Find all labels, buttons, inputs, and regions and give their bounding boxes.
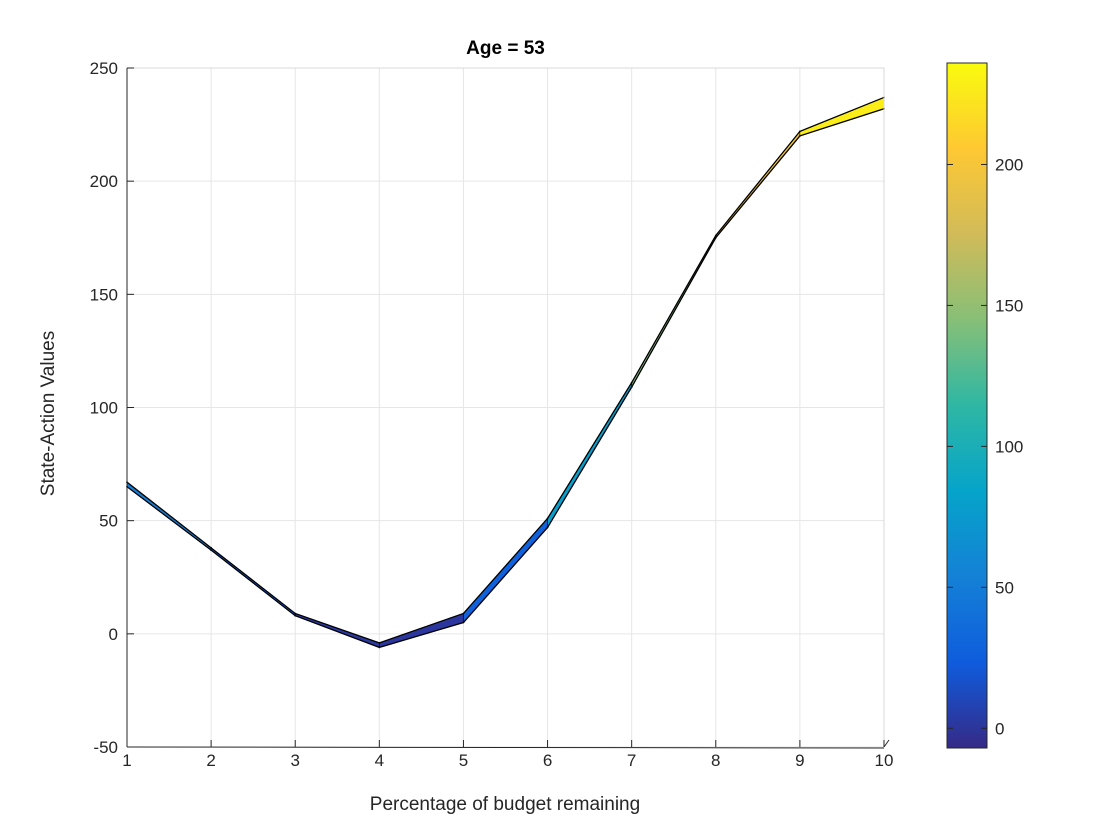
y-tick-label: 0 — [109, 625, 118, 644]
x-tick-label: 10 — [875, 751, 894, 770]
colorbar-ticks: 0 50 100 150 200 — [947, 155, 1023, 738]
x-axis-line — [126, 746, 885, 749]
data-point — [630, 381, 633, 384]
plot-area: 1 2 3 4 5 6 7 8 9 10 -50 0 50 100 150 200 250 — [90, 59, 894, 770]
data-point — [714, 234, 717, 237]
colorbar-tick-label: 0 — [995, 719, 1004, 738]
x-tick-label: 7 — [627, 751, 636, 770]
x-tick-label: 9 — [795, 751, 804, 770]
data-point — [294, 614, 297, 617]
x-tick-label: 5 — [459, 751, 468, 770]
x-tick-label: 2 — [206, 751, 215, 770]
chart-title: Age = 53 — [466, 38, 545, 59]
data-point — [462, 621, 465, 624]
y-tick-labels: -50 0 50 100 150 200 250 — [90, 59, 134, 757]
data-point — [294, 612, 297, 615]
colorbar-gradient — [946, 62, 988, 749]
series-line-1 — [126, 108, 885, 649]
data-point — [546, 526, 549, 529]
colorbar-tick-label: 150 — [995, 296, 1023, 315]
data-point — [798, 135, 801, 137]
data-point — [378, 646, 381, 649]
depth-axis-stub — [883, 739, 890, 748]
y-tick-label: 200 — [90, 172, 118, 191]
colorbar: 0 50 100 150 200 — [946, 62, 1023, 749]
x-tick-labels: 1 2 3 4 5 6 7 8 9 10 — [122, 740, 893, 770]
y-tick-label: 50 — [99, 512, 118, 531]
x-tick-label: 6 — [543, 751, 552, 770]
data-point — [630, 386, 633, 389]
y-tick-label: 150 — [90, 285, 118, 304]
x-tick-label: 3 — [290, 751, 299, 770]
y-tick-label: 250 — [90, 59, 118, 78]
data-point — [546, 517, 549, 520]
x-tick-label: 8 — [711, 751, 720, 770]
colorbar-tick-label: 100 — [995, 437, 1023, 456]
y-tick-label: -50 — [93, 738, 118, 757]
x-tick-label: 4 — [375, 751, 384, 770]
data-point — [462, 612, 465, 615]
x-tick-label: 1 — [122, 751, 131, 770]
y-axis-label: State-Action Values — [38, 331, 59, 496]
colorbar-tick-label: 200 — [995, 155, 1023, 174]
data-point — [798, 130, 801, 133]
data-point — [210, 546, 213, 549]
data-point — [210, 549, 213, 551]
x-axis-label: Percentage of budget remaining — [370, 794, 640, 815]
series-line-2 — [126, 96, 885, 644]
colorbar-tick-label: 50 — [995, 578, 1014, 597]
data-point — [378, 641, 381, 644]
y-tick-label: 100 — [90, 399, 118, 418]
